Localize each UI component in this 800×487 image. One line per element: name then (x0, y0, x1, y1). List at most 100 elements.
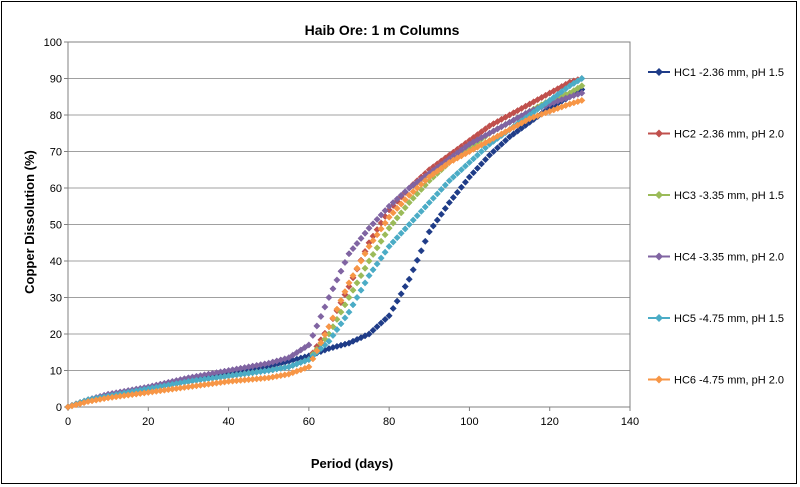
data-point (377, 225, 385, 233)
x-tick-label: 120 (541, 416, 559, 428)
data-point (425, 228, 433, 236)
data-point (449, 173, 457, 181)
data-point (578, 82, 586, 90)
data-point (421, 237, 429, 245)
data-series (64, 74, 586, 411)
data-point (369, 250, 377, 258)
data-point (393, 234, 401, 242)
y-tick-label: 20 (50, 329, 62, 341)
data-point (357, 286, 365, 294)
data-point (397, 209, 405, 217)
data-point (357, 234, 365, 242)
legend-label: HC6 -4.75 mm, pH 2.0 (674, 375, 784, 387)
data-point (538, 102, 546, 110)
legend-marker (655, 375, 663, 384)
data-point (377, 237, 385, 245)
data-point (341, 258, 349, 267)
data-point (405, 184, 413, 192)
x-tick-label: 100 (460, 416, 478, 428)
data-point (337, 296, 345, 304)
data-point (329, 314, 337, 322)
data-point (365, 272, 373, 280)
data-point (449, 193, 457, 202)
data-point (381, 248, 389, 256)
data-point (401, 225, 409, 233)
data-point (425, 173, 433, 181)
data-point (333, 326, 341, 334)
data-point (453, 169, 461, 177)
data-point (409, 216, 417, 224)
data-point (381, 315, 389, 323)
data-point (473, 151, 482, 159)
data-point (337, 267, 345, 275)
data-point (313, 347, 321, 355)
data-point (477, 147, 486, 156)
x-tick-label: 40 (222, 416, 234, 428)
data-point (510, 130, 518, 138)
y-axis-ticks: 0 10 20 30 40 50 60 70 80 90 100 (44, 37, 68, 414)
data-point (514, 127, 522, 135)
data-point (413, 212, 421, 220)
legend-marker (655, 129, 663, 138)
data-point (353, 264, 361, 272)
data-point (578, 89, 586, 97)
data-point (365, 330, 373, 338)
data-point (405, 191, 413, 199)
y-tick-label: 80 (50, 110, 62, 122)
data-point (389, 238, 397, 246)
data-point (481, 155, 490, 164)
data-point (497, 140, 506, 148)
data-point (349, 245, 357, 253)
data-point (357, 272, 365, 280)
y-tick-label: 40 (50, 256, 62, 268)
data-point (389, 219, 397, 227)
data-point (502, 136, 510, 145)
data-point (401, 204, 409, 212)
legend: HC1 -2.36 mm, pH 1.5 HC2 -2.36 mm, pH 2.0… (648, 67, 784, 387)
data-point (397, 290, 405, 298)
data-point (369, 326, 377, 334)
data-point (409, 266, 417, 274)
data-point (477, 160, 486, 168)
series-6 (64, 96, 586, 411)
data-point (441, 181, 449, 189)
data-point (365, 242, 373, 250)
data-point (409, 188, 417, 196)
data-point (373, 231, 381, 239)
series-1 (64, 85, 586, 411)
data-point (393, 297, 401, 305)
data-point (309, 355, 317, 363)
data-point (333, 276, 341, 284)
data-point (353, 293, 361, 302)
data-point (457, 183, 465, 191)
data-point (397, 191, 405, 199)
data-point (373, 260, 381, 268)
data-point (365, 224, 373, 232)
legend-item: HC5 -4.75 mm, pH 1.5 (648, 313, 784, 325)
data-point (337, 320, 345, 328)
data-point (441, 161, 449, 169)
data-point (329, 285, 337, 293)
data-point (389, 304, 397, 313)
data-point (393, 204, 401, 212)
data-point (409, 194, 417, 202)
data-point (417, 247, 425, 255)
data-point (417, 207, 425, 215)
data-point (461, 178, 469, 186)
y-tick-label: 30 (50, 293, 62, 305)
series-4 (64, 89, 586, 411)
data-point (309, 331, 317, 340)
data-point (369, 220, 377, 228)
data-point (393, 195, 401, 203)
data-point (437, 210, 445, 218)
y-tick-label: 50 (50, 220, 62, 232)
x-axis-ticks: 0 20 40 60 80 100 120 140 (65, 407, 639, 428)
legend-marker (655, 191, 663, 199)
data-point (457, 166, 465, 174)
data-point (349, 301, 357, 309)
data-point (345, 279, 353, 287)
data-point (333, 305, 341, 313)
legend-marker (655, 68, 663, 76)
data-point (433, 167, 441, 175)
data-point (381, 231, 389, 239)
